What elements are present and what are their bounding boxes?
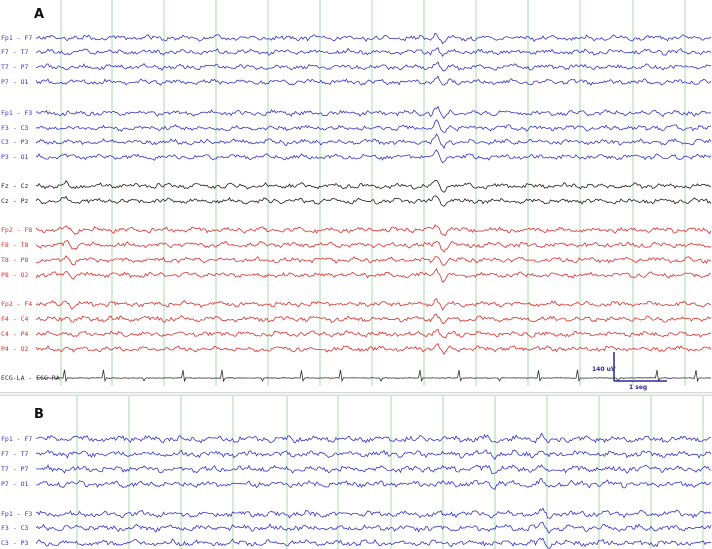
channel-label: F7 - T7 bbox=[1, 48, 28, 56]
channel-label: T7 - P7 bbox=[1, 63, 28, 71]
eeg-trace bbox=[35, 464, 712, 475]
eeg-trace bbox=[35, 432, 712, 444]
channel-label: C4 - P4 bbox=[1, 330, 28, 338]
eeg-trace bbox=[35, 507, 712, 519]
channel-label: P8 - O2 bbox=[1, 271, 28, 279]
eeg-trace bbox=[35, 313, 712, 325]
channel-label: C3 - P3 bbox=[1, 539, 28, 547]
eeg-trace bbox=[35, 298, 712, 311]
eeg-trace bbox=[35, 521, 712, 534]
channel-label: Fz - Cz bbox=[1, 182, 28, 190]
channel-label: P4 - O2 bbox=[1, 345, 28, 353]
eeg-trace bbox=[35, 240, 712, 253]
channel-label: F3 - C3 bbox=[1, 524, 28, 532]
eeg-trace bbox=[35, 179, 712, 193]
panel-label-b: B bbox=[34, 407, 44, 422]
channel-label: Fp2 - F4 bbox=[1, 300, 32, 308]
channel-label: Cz - Pz bbox=[1, 197, 28, 205]
eeg-panel-b: B Fp1 - F7 F7 - T7 T7 - P7 P7 - O1 Fp1 - F3 F… bbox=[0, 396, 712, 549]
eeg-trace bbox=[35, 369, 712, 383]
channel-label: P3 - O1 bbox=[1, 153, 28, 161]
eeg-trace bbox=[35, 32, 712, 45]
eeg-trace bbox=[35, 537, 712, 549]
eeg-chart-b: Fp1 - F7 F7 - T7 T7 - P7 P7 - O1 Fp1 - F3 F3 … bbox=[1, 396, 712, 549]
eeg-trace bbox=[35, 449, 712, 461]
eeg-trace bbox=[35, 328, 712, 339]
channel-label: Fp1 - F3 bbox=[1, 510, 32, 518]
eeg-trace bbox=[35, 342, 712, 356]
eeg-trace bbox=[35, 255, 712, 266]
channel-label: F3 - C3 bbox=[1, 124, 28, 132]
eeg-trace bbox=[35, 149, 712, 164]
eeg-trace bbox=[35, 267, 712, 283]
channel-label: F7 - T7 bbox=[1, 450, 28, 458]
channel-label: Fp2 - F8 bbox=[1, 226, 32, 234]
channel-label: P7 - O1 bbox=[1, 480, 28, 488]
channel-label: F8 - T8 bbox=[1, 241, 28, 249]
channel-label: Fp1 - F3 bbox=[1, 109, 32, 117]
channel-label: Fp1 - F7 bbox=[1, 34, 32, 42]
channel-label: Fp1 - F7 bbox=[1, 435, 32, 443]
channel-label: F4 - C4 bbox=[1, 315, 28, 323]
scale-time-label: 1 seg bbox=[629, 384, 647, 391]
eeg-trace bbox=[35, 133, 712, 150]
eeg-trace bbox=[35, 75, 712, 86]
eeg-trace bbox=[35, 195, 712, 207]
channel-label: ECG-LA - ECG-RA bbox=[1, 374, 60, 382]
eeg-trace bbox=[35, 105, 712, 120]
channel-label: T8 - P8 bbox=[1, 256, 28, 264]
eeg-panel-a: A Fp1 - F7 F7 - T7 T7 - P7 P7 - O1 Fp1 - F3 F… bbox=[0, 0, 712, 392]
scale-amplitude-label: 140 uV bbox=[592, 366, 616, 373]
eeg-trace bbox=[35, 119, 712, 133]
panel-separator bbox=[0, 392, 712, 396]
eeg-chart-a: Fp1 - F7 F7 - T7 T7 - P7 P7 - O1 Fp1 - F3 F3 … bbox=[1, 0, 712, 391]
eeg-trace bbox=[35, 477, 712, 491]
eeg-trace bbox=[35, 224, 712, 237]
channel-label: P7 - O1 bbox=[1, 78, 28, 86]
channel-label: T7 - P7 bbox=[1, 465, 28, 473]
panel-label-a: A bbox=[34, 7, 45, 22]
eeg-trace bbox=[35, 61, 712, 72]
eeg-trace bbox=[35, 47, 712, 57]
channel-label: C3 - P3 bbox=[1, 138, 28, 146]
